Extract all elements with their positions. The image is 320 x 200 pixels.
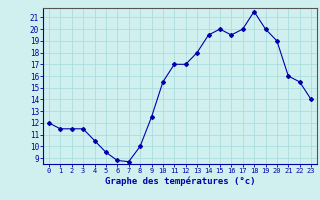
X-axis label: Graphe des températures (°c): Graphe des températures (°c): [105, 177, 255, 186]
